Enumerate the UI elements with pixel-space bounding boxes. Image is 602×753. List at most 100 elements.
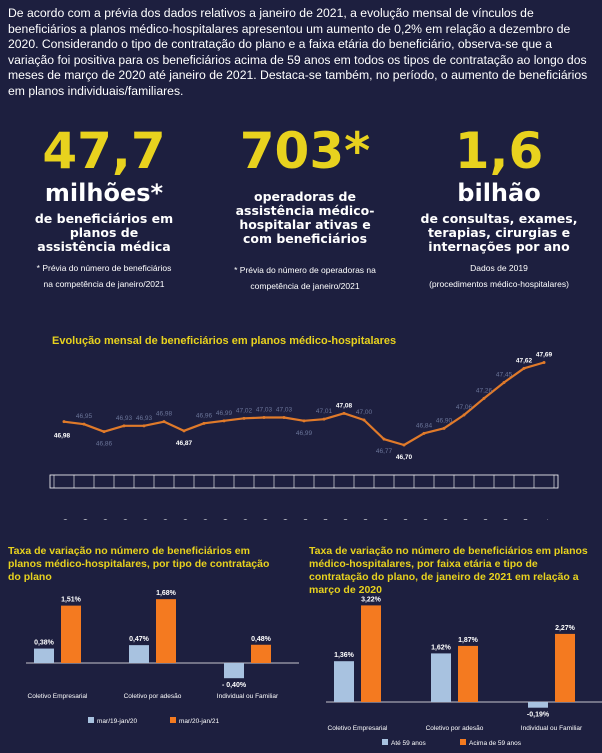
bar <box>431 653 451 702</box>
bar-chart-2-title: Taxa de variação no número de beneficiár… <box>309 545 588 596</box>
x-tick-label: ago/20 <box>443 519 449 520</box>
x-axis-band <box>49 474 559 489</box>
kpi-note: (procedimentos médico-hospitalares) <box>429 279 569 289</box>
data-point <box>142 424 146 428</box>
data-point <box>282 416 286 419</box>
data-point <box>542 361 546 364</box>
data-label: 46,87 <box>176 440 193 447</box>
data-label: 46,96 <box>196 412 213 419</box>
data-point <box>202 421 206 425</box>
x-tick-label: mar/20 <box>343 519 349 520</box>
x-tick-label: jul/19 <box>183 519 189 520</box>
bar <box>251 644 271 663</box>
data-point <box>442 426 446 430</box>
data-label: 47,03 <box>256 407 273 414</box>
data-label: 47,01 <box>316 408 333 415</box>
x-tick-label: mai/19 <box>143 519 149 520</box>
kpi-note: competência de janeiro/2021 <box>250 281 360 291</box>
legend-label: mar/20-jan/21 <box>179 718 219 725</box>
data-point <box>62 420 66 424</box>
legend-label: Acima de 59 anos <box>469 740 522 747</box>
category-label: Coletivo por adesão <box>124 693 182 700</box>
kpi-note: * Prévia do número de beneficiários <box>36 263 172 273</box>
data-point <box>302 419 306 423</box>
data-point <box>322 417 326 421</box>
legend-swatch <box>170 717 176 723</box>
data-point <box>362 418 366 422</box>
data-label: 47,45 <box>496 372 513 379</box>
data-label: 47,02 <box>236 407 253 414</box>
data-label: 3,22% <box>361 596 382 603</box>
data-label: 47,69 <box>536 352 553 359</box>
x-tick-label: jun/20 <box>403 519 409 520</box>
data-point <box>422 431 426 435</box>
data-label: 0,38% <box>34 640 55 647</box>
category-label: Coletivo Empresarial <box>328 725 389 732</box>
data-point <box>182 429 186 433</box>
x-tick-label: jan/20 <box>303 519 309 520</box>
line-chart: 46,98 jan/19 46,95 fev/19 46,86 mar/19 46,93 ab… <box>49 352 559 520</box>
bar-chart-1-title: Taxa de variação no número de beneficiár… <box>8 545 270 583</box>
x-tick-label: abr/19 <box>123 519 129 520</box>
data-label: 47,62 <box>516 357 533 364</box>
data-point <box>402 443 406 447</box>
x-tick-label: jan/19 <box>63 519 69 520</box>
legend-swatch <box>88 717 94 723</box>
data-point <box>482 396 486 400</box>
category-label: Coletivo Empresarial <box>28 693 89 700</box>
x-tick-label: dez/19 <box>283 519 289 520</box>
data-label: 0,47% <box>129 636 150 643</box>
kpi-value: 47,7 <box>42 122 166 180</box>
kpi-note: * Prévia do número de operadoras na <box>234 265 376 275</box>
data-label: 1,36% <box>334 652 355 659</box>
data-label: 46,84 <box>416 422 433 429</box>
data-point <box>342 411 346 415</box>
data-label: 47,08 <box>336 402 353 409</box>
x-tick-label: nov/20 <box>503 519 509 520</box>
kpi-value: 703* <box>239 122 371 180</box>
data-point <box>462 413 466 417</box>
data-label: 0,48% <box>251 636 272 643</box>
data-label: 46,70 <box>396 454 413 461</box>
data-point <box>162 420 166 424</box>
data-label: 46,99 <box>296 430 313 437</box>
category-label: Individual ou Familiar <box>521 725 583 732</box>
data-label: 46,93 <box>116 415 133 422</box>
x-tick-label: mai/20 <box>383 519 389 520</box>
kpi-operadoras: 703* operadoras de assistência médico-ho… <box>210 124 400 294</box>
data-label: 1,68% <box>156 590 177 597</box>
kpi-unit: bilhão <box>457 179 541 207</box>
bar <box>224 663 244 679</box>
legend-swatch <box>460 739 466 745</box>
x-tick-label: fev/19 <box>83 519 89 520</box>
bar <box>61 605 81 663</box>
bar <box>528 702 548 708</box>
data-label: 47,06 <box>456 404 473 411</box>
x-tick-label: mar/19 <box>103 519 109 520</box>
data-label: -0,19% <box>527 712 550 719</box>
data-label: - 0,40% <box>222 682 247 689</box>
x-tick-label: out/20 <box>483 519 489 520</box>
kpi-value: 1,6 <box>454 122 544 180</box>
data-label: 47,26 <box>476 387 493 394</box>
x-tick-label: abr/20 <box>363 519 369 520</box>
data-label: 47,03 <box>276 407 293 414</box>
category-label: Individual ou Familiar <box>217 693 279 700</box>
data-label: 46,98 <box>156 411 173 418</box>
data-point <box>82 422 86 426</box>
x-tick-label: fev/20 <box>323 519 329 520</box>
data-label: 46,95 <box>76 413 93 420</box>
data-label: 46,90 <box>436 417 453 424</box>
intro-paragraph: De acordo com a prévia dos dados relativ… <box>8 6 588 98</box>
category-label: Coletivo por adesão <box>426 725 484 732</box>
x-tick-label: jun/19 <box>163 519 169 520</box>
legend-swatch <box>382 739 388 745</box>
bar <box>129 645 149 663</box>
bar-chart-2: 1,36% 3,22% Coletivo Empresarial 1,62% 1,87%… <box>326 596 602 747</box>
kpi-note: na competência de janeiro/2021 <box>43 279 165 289</box>
data-point <box>502 381 506 384</box>
data-label: 46,77 <box>376 448 393 455</box>
data-label: 1,62% <box>431 644 452 651</box>
kpi-unit: milhões* <box>44 179 164 207</box>
bar-chart-1: 0,38% 1,51% Coletivo Empresarial 0,47% 1,68%… <box>26 590 299 725</box>
